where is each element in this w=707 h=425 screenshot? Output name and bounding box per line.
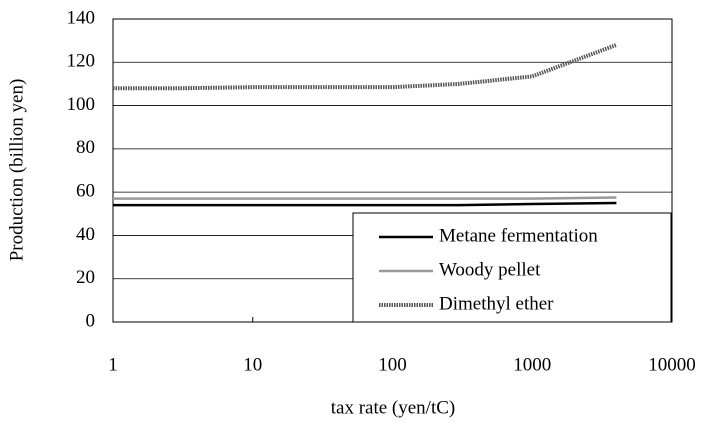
- y-tick-label: 100: [67, 94, 96, 115]
- y-tick-label: 0: [86, 310, 96, 331]
- legend-label: Woody pellet: [439, 259, 541, 280]
- series-line: [113, 196, 617, 200]
- legend-label: Metane fermentation: [439, 225, 598, 246]
- y-axis-label: Production (billion yen): [6, 79, 27, 262]
- y-tick-label: 120: [67, 51, 96, 72]
- legend-box: [352, 212, 672, 323]
- x-tick-label: 1000: [513, 354, 551, 375]
- x-tick-label: 1: [108, 354, 118, 375]
- series-line: [113, 43, 618, 91]
- legend-label: Dimethyl ether: [439, 293, 554, 314]
- x-tick-label: 10: [243, 354, 262, 375]
- series-line: [113, 201, 617, 207]
- x-tick-label: 100: [378, 354, 407, 375]
- x-tick-label: 10000: [648, 354, 696, 375]
- y-tick-label: 140: [67, 7, 96, 28]
- y-tick-label: 60: [76, 181, 95, 202]
- y-tick-label: 20: [76, 267, 95, 288]
- x-axis-label: tax rate (yen/tC): [331, 397, 456, 418]
- y-tick-label: 40: [76, 224, 95, 245]
- y-tick-label: 80: [76, 137, 95, 158]
